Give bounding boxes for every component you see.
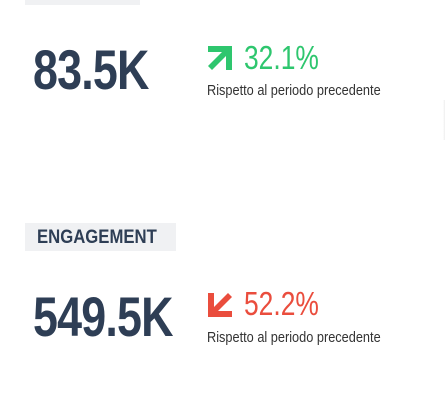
comparison-text: Rispetto al periodo precedente	[207, 82, 381, 99]
arrow-down	[208, 293, 232, 317]
metric-value: 83.5K	[33, 38, 149, 101]
label-box	[25, 223, 176, 251]
comparison-text: Rispetto al periodo precedente	[207, 329, 381, 346]
metric-value: 549.5K	[33, 285, 173, 348]
metric-label: ENGAGEMENT	[37, 227, 157, 248]
arrow-up	[208, 46, 232, 70]
metric-change: 52.2%	[244, 285, 319, 322]
card-edge	[443, 100, 445, 140]
metric-change: 32.1%	[244, 39, 319, 76]
label-box	[25, 0, 140, 5]
